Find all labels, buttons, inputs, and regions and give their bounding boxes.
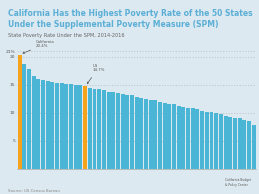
Bar <box>200 111 204 169</box>
Bar <box>224 116 227 169</box>
Bar <box>111 92 115 169</box>
Bar <box>153 100 157 169</box>
Bar <box>69 84 73 169</box>
Bar <box>36 79 40 169</box>
Bar <box>97 89 101 169</box>
Bar <box>64 84 68 169</box>
Bar <box>149 100 153 169</box>
Bar <box>74 85 78 169</box>
Bar <box>205 112 209 169</box>
Bar <box>78 85 82 169</box>
Bar <box>196 109 199 169</box>
Text: California
20.4%: California 20.4% <box>23 40 55 53</box>
Bar <box>22 63 26 169</box>
Bar <box>191 108 195 169</box>
Text: US
14.7%: US 14.7% <box>87 64 105 84</box>
Bar <box>135 97 139 169</box>
Bar <box>167 104 171 169</box>
Bar <box>88 87 92 169</box>
Text: Source: US Census Bureau: Source: US Census Bureau <box>8 189 60 193</box>
Text: Under the Supplemental Poverty Measure (SPM): Under the Supplemental Poverty Measure (… <box>8 20 218 29</box>
Bar <box>181 107 185 169</box>
Bar <box>92 89 97 169</box>
Bar <box>41 80 45 169</box>
Bar <box>242 120 246 169</box>
Bar <box>144 99 148 169</box>
Bar <box>177 106 181 169</box>
Bar <box>163 103 167 169</box>
Bar <box>32 76 36 169</box>
Bar <box>51 82 54 169</box>
Bar <box>125 95 129 169</box>
Bar <box>106 92 111 169</box>
Bar <box>219 114 223 169</box>
Bar <box>186 108 190 169</box>
Text: California Has the Highest Poverty Rate of the 50 States: California Has the Highest Poverty Rate … <box>8 9 252 18</box>
Bar <box>210 112 213 169</box>
Text: California Budget
& Policy Center: California Budget & Policy Center <box>225 178 251 187</box>
Bar <box>121 94 125 169</box>
Bar <box>130 95 134 169</box>
Bar <box>116 93 120 169</box>
Bar <box>251 125 256 169</box>
Bar <box>233 118 237 169</box>
Bar <box>172 104 176 169</box>
Bar <box>214 113 218 169</box>
Bar <box>18 55 22 169</box>
Bar <box>228 117 232 169</box>
Bar <box>83 87 87 169</box>
Bar <box>27 69 31 169</box>
Bar <box>139 98 143 169</box>
Bar <box>247 121 251 169</box>
Bar <box>60 83 64 169</box>
Text: State Poverty Rate Under the SPM, 2014-2016: State Poverty Rate Under the SPM, 2014-2… <box>8 33 124 38</box>
Bar <box>238 118 242 169</box>
Bar <box>55 83 59 169</box>
Bar <box>46 81 50 169</box>
Bar <box>158 102 162 169</box>
Bar <box>102 90 106 169</box>
